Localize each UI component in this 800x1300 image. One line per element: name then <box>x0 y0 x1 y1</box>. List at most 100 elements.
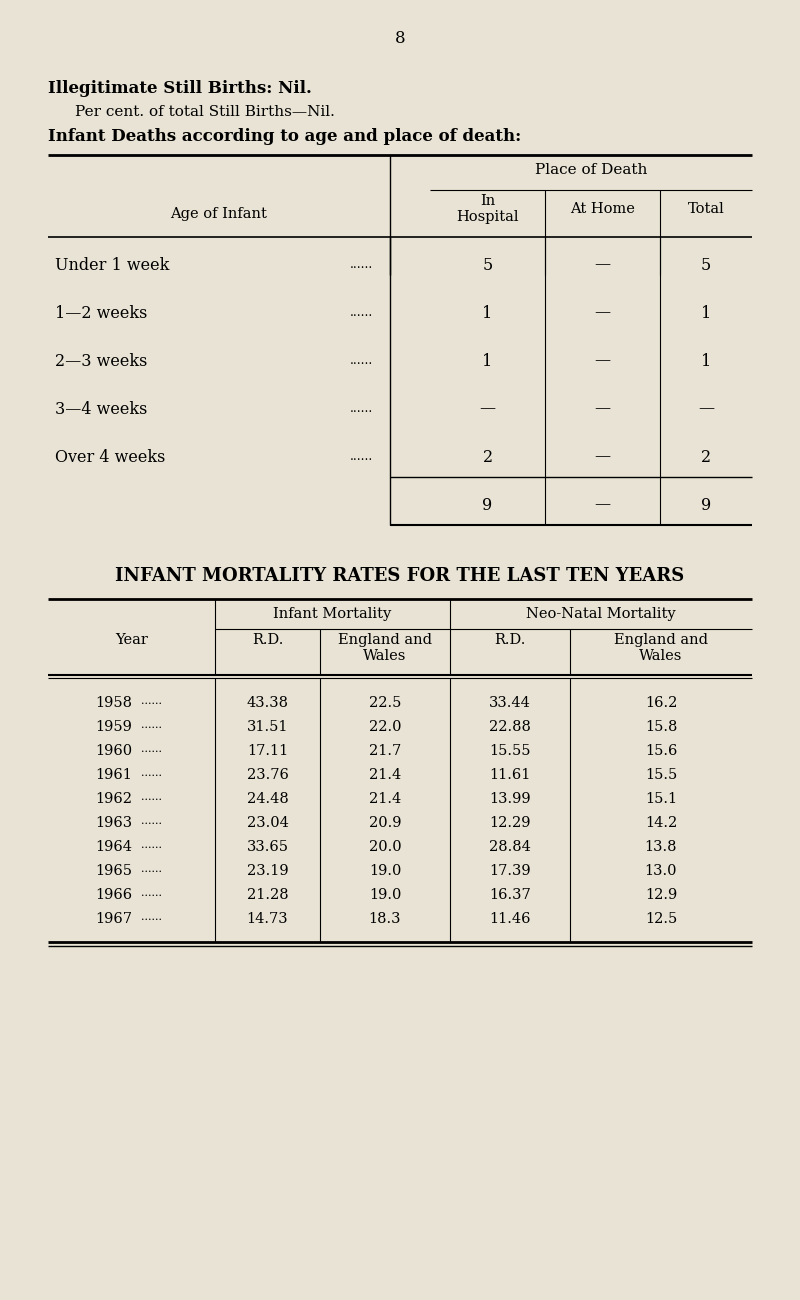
Text: 23.19: 23.19 <box>246 864 288 878</box>
Text: 33.44: 33.44 <box>489 696 531 710</box>
Text: 15.55: 15.55 <box>490 744 530 758</box>
Text: R.D.: R.D. <box>494 633 526 647</box>
Text: 19.0: 19.0 <box>369 888 401 902</box>
Text: Per cent. of total Still Births—Nil.: Per cent. of total Still Births—Nil. <box>75 105 335 120</box>
Text: 21.28: 21.28 <box>246 888 288 902</box>
Text: 1: 1 <box>701 352 711 369</box>
Text: 1958: 1958 <box>95 696 132 710</box>
Text: 1—2 weeks: 1—2 weeks <box>55 304 147 321</box>
Text: In
Hospital: In Hospital <box>456 194 518 224</box>
Text: 43.38: 43.38 <box>246 696 289 710</box>
Text: England and
Wales: England and Wales <box>338 633 432 663</box>
Text: 1963: 1963 <box>95 816 132 829</box>
Text: ......: ...... <box>350 403 374 416</box>
Text: ......: ...... <box>142 864 162 874</box>
Text: 1967: 1967 <box>95 913 132 926</box>
Text: 21.4: 21.4 <box>369 792 401 806</box>
Text: 5: 5 <box>482 256 493 273</box>
Text: Age of Infant: Age of Infant <box>170 207 267 221</box>
Text: ......: ...... <box>350 451 374 464</box>
Text: 21.7: 21.7 <box>369 744 401 758</box>
Text: —: — <box>594 352 610 369</box>
Text: 3—4 weeks: 3—4 weeks <box>55 400 147 417</box>
Text: ......: ...... <box>142 792 162 802</box>
Text: ......: ...... <box>350 355 374 368</box>
Text: —: — <box>594 256 610 273</box>
Text: 21.4: 21.4 <box>369 768 401 783</box>
Text: 15.5: 15.5 <box>645 768 677 783</box>
Text: 20.9: 20.9 <box>369 816 402 829</box>
Text: 16.2: 16.2 <box>645 696 677 710</box>
Text: At Home: At Home <box>570 202 635 216</box>
Text: Under 1 week: Under 1 week <box>55 256 170 273</box>
Text: ......: ...... <box>142 768 162 777</box>
Text: 1: 1 <box>482 352 493 369</box>
Text: 22.88: 22.88 <box>489 720 531 734</box>
Text: Illegitimate Still Births: Nil.: Illegitimate Still Births: Nil. <box>48 81 312 98</box>
Text: 12.9: 12.9 <box>645 888 677 902</box>
Text: R.D.: R.D. <box>252 633 283 647</box>
Text: 5: 5 <box>701 256 711 273</box>
Text: Over 4 weeks: Over 4 weeks <box>55 448 166 465</box>
Text: ......: ...... <box>142 720 162 731</box>
Text: 1960: 1960 <box>95 744 132 758</box>
Text: 1966: 1966 <box>95 888 132 902</box>
Text: 12.29: 12.29 <box>490 816 530 829</box>
Text: ......: ...... <box>142 696 162 706</box>
Text: 31.51: 31.51 <box>246 720 288 734</box>
Text: —: — <box>594 448 610 465</box>
Text: 14.73: 14.73 <box>246 913 288 926</box>
Text: —: — <box>698 400 714 417</box>
Text: 1962: 1962 <box>95 792 132 806</box>
Text: 12.5: 12.5 <box>645 913 677 926</box>
Text: 18.3: 18.3 <box>369 913 402 926</box>
Text: Infant Mortality: Infant Mortality <box>274 607 392 621</box>
Text: —: — <box>594 400 610 417</box>
Text: Neo-Natal Mortality: Neo-Natal Mortality <box>526 607 676 621</box>
Text: Year: Year <box>115 633 148 647</box>
Text: INFANT MORTALITY RATES FOR THE LAST TEN YEARS: INFANT MORTALITY RATES FOR THE LAST TEN … <box>115 567 685 585</box>
Text: ......: ...... <box>350 307 374 320</box>
Text: 13.8: 13.8 <box>645 840 678 854</box>
Text: 15.8: 15.8 <box>645 720 677 734</box>
Text: ......: ...... <box>142 816 162 826</box>
Text: 1959: 1959 <box>95 720 132 734</box>
Text: 24.48: 24.48 <box>246 792 288 806</box>
Text: 16.37: 16.37 <box>489 888 531 902</box>
Text: 9: 9 <box>482 497 493 514</box>
Text: 11.61: 11.61 <box>490 768 530 783</box>
Text: 2—3 weeks: 2—3 weeks <box>55 352 147 369</box>
Text: 2: 2 <box>482 448 493 465</box>
Text: 23.76: 23.76 <box>246 768 289 783</box>
Text: ......: ...... <box>142 744 162 754</box>
Text: 9: 9 <box>701 497 711 514</box>
Text: 2: 2 <box>701 448 711 465</box>
Text: —: — <box>594 497 610 514</box>
Text: 14.2: 14.2 <box>645 816 677 829</box>
Text: 28.84: 28.84 <box>489 840 531 854</box>
Text: Total: Total <box>688 202 724 216</box>
Text: —: — <box>479 400 495 417</box>
Text: 23.04: 23.04 <box>246 816 289 829</box>
Text: Infant Deaths according to age and place of death:: Infant Deaths according to age and place… <box>48 127 522 146</box>
Text: 15.1: 15.1 <box>645 792 677 806</box>
Text: Place of Death: Place of Death <box>535 162 647 177</box>
Text: 1: 1 <box>701 304 711 321</box>
Text: 1965: 1965 <box>95 864 132 878</box>
Text: 33.65: 33.65 <box>246 840 289 854</box>
Text: 1964: 1964 <box>95 840 132 854</box>
Text: ......: ...... <box>142 913 162 922</box>
Text: ......: ...... <box>142 840 162 850</box>
Text: 8: 8 <box>394 30 406 47</box>
Text: 19.0: 19.0 <box>369 864 401 878</box>
Text: 1: 1 <box>482 304 493 321</box>
Text: 17.11: 17.11 <box>247 744 288 758</box>
Text: 15.6: 15.6 <box>645 744 677 758</box>
Text: 13.99: 13.99 <box>489 792 531 806</box>
Text: 11.46: 11.46 <box>490 913 530 926</box>
Text: 22.5: 22.5 <box>369 696 401 710</box>
Text: ......: ...... <box>142 888 162 898</box>
Text: 1961: 1961 <box>95 768 132 783</box>
Text: —: — <box>594 304 610 321</box>
Text: 13.0: 13.0 <box>645 864 678 878</box>
